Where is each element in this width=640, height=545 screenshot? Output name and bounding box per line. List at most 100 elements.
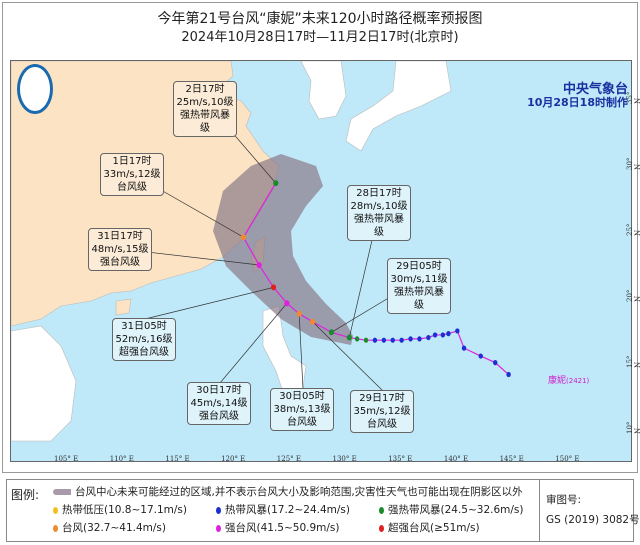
lat-tick: 10° N — [626, 421, 640, 434]
track-points — [240, 180, 511, 378]
land-philippines — [262, 305, 307, 402]
forecast-wind: 25m/s,10级 — [176, 97, 234, 108]
dot-icon — [53, 506, 58, 514]
forecast-label-box: 2日17时 25m/s,10级强热带风暴级 — [173, 81, 237, 137]
typhoon-name: 康妮 — [548, 376, 567, 386]
probability-cone — [213, 154, 353, 345]
forecast-label-box: 30日05时 38m/s,13级 台风级 — [270, 388, 334, 431]
forecast-wind: 48m/s,15级 — [91, 244, 149, 255]
forecast-level: 台风级 — [117, 182, 147, 193]
forecast-point — [309, 318, 316, 325]
forecast-time: 31日05时 — [121, 321, 167, 332]
figure-frame — [2, 2, 638, 473]
forecast-wind: 52m/s,16级 — [115, 334, 173, 345]
forecast-level: 台风级 — [287, 417, 317, 428]
leader-line — [312, 321, 384, 392]
lon-tick: 140° E — [443, 455, 469, 463]
forecast-level: 强台风级 — [199, 411, 239, 422]
forecast-time: 29日17时 — [359, 393, 405, 404]
cma-logo — [17, 64, 53, 114]
past-track-point — [399, 337, 404, 343]
dot-icon — [379, 524, 384, 532]
approval-label: 审图号: — [546, 494, 582, 506]
past-track-point — [461, 345, 467, 351]
legend-item-text: 强台风(41.5~50.9m/s) — [225, 522, 340, 534]
forecast-point — [284, 300, 290, 307]
lon-tick: 120° E — [221, 455, 246, 463]
land-hainan — [115, 298, 132, 316]
forecast-time: 28日17时 — [356, 188, 402, 199]
forecast-point — [273, 180, 279, 187]
forecast-point — [296, 310, 302, 317]
past-track-point — [506, 371, 511, 378]
forecast-time: 2日17时 — [185, 84, 225, 95]
forecast-label-box: 31日05时 52m/s,16级 超强台风级 — [112, 318, 176, 361]
typhoon-id: (2421) — [566, 377, 590, 385]
forecast-level: 强热带风暴级 — [354, 214, 404, 238]
dot-icon — [216, 524, 221, 532]
land-indochina — [11, 325, 77, 442]
lon-tick: 145° E — [499, 455, 524, 463]
forecast-time: 29日05时 — [396, 261, 442, 272]
legend-item-ts: 热带风暴(17.2~24.4m/s) — [216, 502, 350, 517]
past-track-point — [493, 360, 498, 366]
land-korea — [300, 61, 347, 120]
approval-box: 审图号: GS (2019) 3082号 — [539, 480, 640, 541]
typhoon-name-label: 康妮(2421) — [548, 373, 589, 386]
land-japan — [345, 61, 452, 152]
lon-tick: 150° E — [555, 455, 580, 463]
lon-tick: 105° E — [54, 455, 79, 463]
forecast-point — [346, 334, 352, 341]
leader-line — [144, 287, 274, 320]
forecast-label-box: 31日17时 48m/s,15级 强台风级 — [88, 228, 152, 271]
past-track-point — [372, 337, 378, 343]
legend-item-ty: 台风(32.7~41.4m/s) — [53, 520, 166, 535]
forecast-wind: 30m/s,11级 — [390, 274, 448, 285]
legend: 图例: 台风中心未来可能经过的区域,并不表示台风大小及影响范围,灾害性天气也可能… — [6, 479, 640, 542]
forecast-label-box: 29日17时 35m/s,12级 台风级 — [350, 390, 414, 433]
forecast-label-box: 28日17时 28m/s,10级 强热带风暴级 — [347, 185, 411, 241]
legend-item-text: 热带风暴(17.2~24.4m/s) — [225, 504, 350, 516]
lat-tick: 20° N — [626, 289, 640, 302]
past-track-point — [381, 337, 387, 343]
legend-label: 图例: — [11, 488, 40, 502]
lon-tick: 130° E — [332, 455, 357, 463]
forecast-time: 31日17时 — [97, 231, 143, 242]
leader-line — [219, 303, 288, 384]
forecast-point — [256, 261, 262, 268]
forecast-level: 台风级 — [367, 419, 397, 430]
forecast-point — [240, 234, 247, 241]
lon-tick: 110° E — [109, 455, 134, 463]
forecast-wind: 38m/s,13级 — [273, 404, 331, 415]
legend-item-td: 热带低压(10.8~17.1m/s) — [53, 502, 187, 517]
forecast-point — [328, 329, 335, 336]
legend-cone: 台风中心未来可能经过的区域,并不表示台风大小及影响范围,灾害性天气也可能出现在阴… — [53, 484, 523, 499]
lat-tick: 30° N — [626, 157, 640, 170]
past-track-point — [417, 336, 422, 342]
forecast-level: 强热带风暴级 — [394, 287, 444, 311]
past-track-point — [446, 331, 451, 337]
forecast-label-box: 1日17时 33m/s,12级 台风级 — [100, 153, 164, 196]
lat-tick: 25° N — [626, 223, 640, 236]
legend-item-sts: 强热带风暴(24.5~32.6m/s) — [379, 502, 524, 517]
lat-tick: 15° N — [626, 355, 640, 368]
cone-swatch-icon — [53, 489, 71, 495]
lat-tick: 35° N — [626, 91, 640, 104]
past-track-point — [478, 353, 483, 359]
lon-tick: 115° E — [165, 455, 190, 463]
legend-item-text: 超强台风(≥51m/s) — [388, 522, 480, 534]
past-track-point — [390, 337, 395, 343]
past-track-point — [455, 328, 460, 334]
forecast-point — [270, 284, 277, 291]
past-track-point — [432, 332, 438, 338]
legend-item-text: 强热带风暴(24.5~32.6m/s) — [388, 504, 524, 516]
past-track-point — [440, 332, 446, 338]
past-track-point — [408, 336, 413, 342]
forecast-wind: 45m/s,14级 — [190, 398, 248, 409]
forecast-time: 30日17时 — [196, 385, 242, 396]
forecast-level: 强热带风暴级 — [180, 110, 230, 134]
forecast-time: 30日05时 — [279, 391, 325, 402]
map-title: 今年第21号台风“康妮”未来120小时路径概率预报图 — [157, 11, 483, 27]
forecast-label-box: 29日05时 30m/s,11级强热带风暴级 — [387, 258, 451, 314]
legend-item-sty: 强台风(41.5~50.9m/s) — [216, 520, 340, 535]
